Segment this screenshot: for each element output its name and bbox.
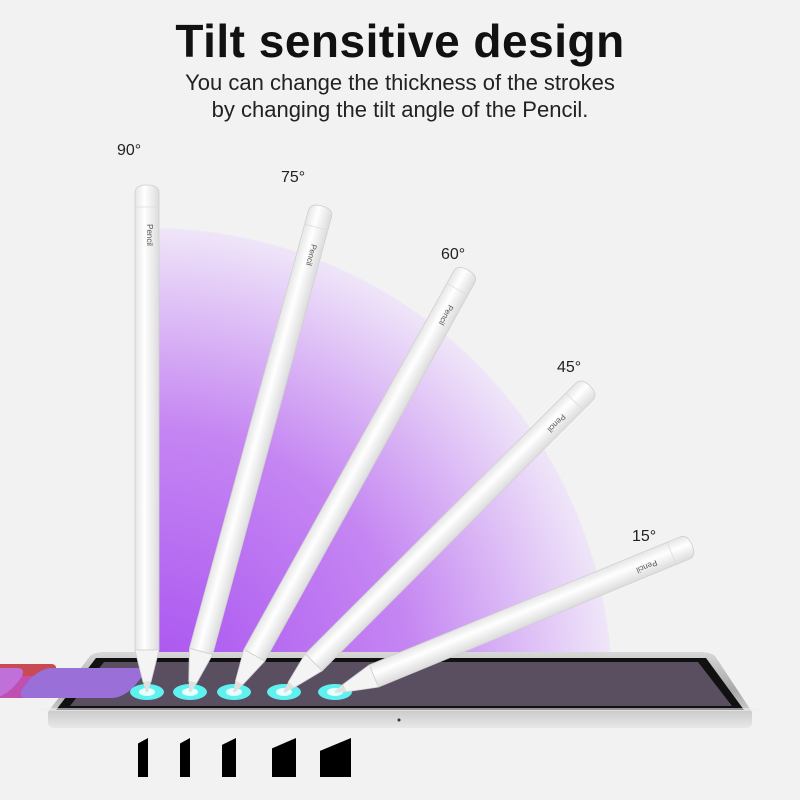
subtitle-line-1: You can change the thickness of the stro… <box>185 70 615 95</box>
angle-label-75: 75° <box>281 169 306 186</box>
angle-label-45: 45° <box>557 359 582 376</box>
page-title: Tilt sensitive design <box>175 15 625 67</box>
tilt-arc <box>150 228 612 690</box>
pencil-15deg: Pencil <box>318 535 695 700</box>
pencil-60deg: Pencil <box>217 266 477 700</box>
pencil-brand-label: Pencil <box>145 224 154 246</box>
stroke-sample <box>138 738 148 777</box>
angle-label-60: 60° <box>441 246 466 263</box>
pencil-90deg: Pencil <box>130 184 164 700</box>
angle-label-15: 15° <box>632 528 657 545</box>
stroke-sample <box>272 738 296 777</box>
stroke-sample <box>222 738 236 777</box>
angle-label-90: 90° <box>117 142 142 159</box>
pencil-75deg: Pencil <box>173 204 333 700</box>
subtitle-line-2: by changing the tilt angle of the Pencil… <box>211 97 589 122</box>
stroke-sample <box>180 738 190 777</box>
stroke-sample <box>320 738 351 777</box>
pencil-45deg: Pencil <box>267 380 596 700</box>
